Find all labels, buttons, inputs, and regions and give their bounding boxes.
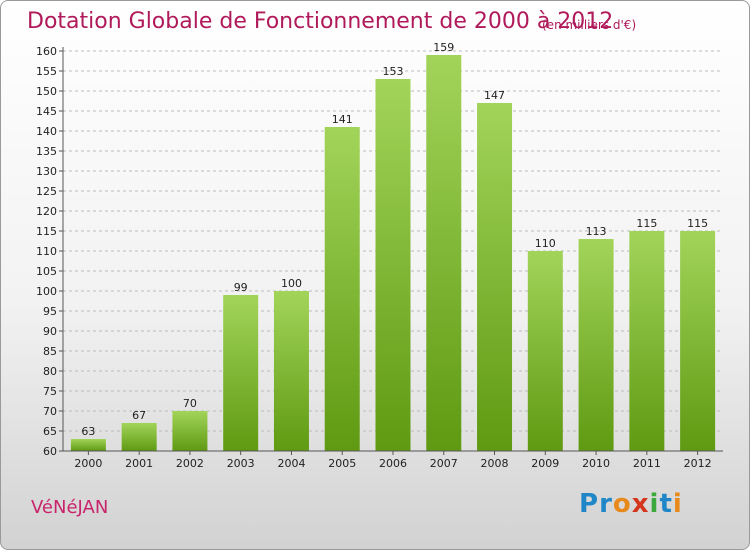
y-axis-ticks: 60 65 70 75 80 85 90 95 100 105 110 115 120 125 130 135…	[36, 45, 63, 458]
data-label-2002: 70	[183, 397, 197, 410]
y-tick-label: 100	[36, 285, 57, 298]
bar-2000	[70, 439, 106, 451]
bar-2007	[426, 55, 462, 451]
y-tick-label: 75	[43, 385, 57, 398]
bar-2001	[121, 423, 157, 451]
commune-name: VéNéJAN	[31, 497, 109, 518]
x-tick-label: 2006	[379, 457, 407, 470]
x-tick-label: 2011	[633, 457, 661, 470]
x-tick-label: 2009	[531, 457, 559, 470]
x-tick-label: 2004	[277, 457, 305, 470]
y-tick-label: 65	[43, 425, 57, 438]
y-tick-label: 125	[36, 185, 57, 198]
bar-2005	[324, 127, 360, 451]
data-label-2001: 67	[132, 409, 146, 422]
bar-2010	[578, 239, 614, 451]
bar-2011	[629, 231, 665, 451]
x-tick-label: 2008	[481, 457, 509, 470]
y-tick-label: 80	[43, 365, 57, 378]
proxiti-logo: Proxiti	[579, 489, 683, 519]
axes	[62, 47, 723, 452]
y-tick-label: 130	[36, 165, 57, 178]
y-tick-label: 90	[43, 325, 57, 338]
bar-2002	[172, 411, 208, 451]
y-tick-label: 135	[36, 145, 57, 158]
logo-letter: i	[672, 489, 683, 519]
data-label-2006: 153	[383, 65, 404, 78]
logo-letter: i	[649, 489, 660, 519]
bar-2008	[477, 103, 513, 451]
x-tick-label: 2003	[227, 457, 255, 470]
logo-letter: o	[612, 489, 632, 519]
data-label-2008: 147	[484, 89, 505, 102]
x-axis-ticks: 2000 2001 2002 2003 2004 2005 2006 2007 2008 2009…	[74, 451, 712, 470]
bar-2006	[375, 79, 411, 451]
y-tick-label: 160	[36, 45, 57, 58]
y-tick-label: 115	[36, 225, 57, 238]
logo-letter: x	[631, 489, 650, 519]
bars	[70, 55, 716, 451]
chart-title: Dotation Globale de Fonctionnement de 20…	[27, 9, 614, 34]
unit-label: (en milliers d'€)	[542, 18, 637, 32]
data-label-2004: 100	[281, 277, 302, 290]
y-tick-label: 95	[43, 305, 57, 318]
y-tick-label: 70	[43, 405, 57, 418]
bar-2003	[223, 295, 259, 451]
logo-letter: P	[579, 489, 600, 519]
data-label-2007: 159	[433, 41, 454, 54]
x-tick-label: 2010	[582, 457, 610, 470]
x-tick-label: 2002	[176, 457, 204, 470]
y-tick-label: 105	[36, 265, 57, 278]
x-tick-label: 2012	[684, 457, 712, 470]
y-tick-label: 150	[36, 85, 57, 98]
bar-2012	[680, 231, 716, 451]
data-label-2012: 115	[687, 217, 708, 230]
y-tick-label: 145	[36, 105, 57, 118]
x-tick-label: 2007	[430, 457, 458, 470]
data-label-2005: 141	[332, 113, 353, 126]
data-label-2003: 99	[234, 281, 248, 294]
bar-2009	[527, 251, 563, 451]
logo-letter: t	[659, 489, 673, 519]
y-tick-label: 60	[43, 445, 57, 458]
x-tick-label: 2001	[125, 457, 153, 470]
data-label-2000: 63	[81, 425, 95, 438]
data-label-2011: 115	[636, 217, 657, 230]
data-labels: 63 67 70 99 100 141 153 159 147 110 113 115 115	[81, 41, 708, 438]
data-label-2010: 113	[586, 225, 607, 238]
x-tick-label: 2005	[328, 457, 356, 470]
y-tick-label: 110	[36, 245, 57, 258]
data-label-2009: 110	[535, 237, 556, 250]
y-tick-label: 85	[43, 345, 57, 358]
y-tick-label: 120	[36, 205, 57, 218]
x-tick-label: 2000	[74, 457, 102, 470]
logo-letter: r	[599, 489, 613, 519]
y-tick-label: 140	[36, 125, 57, 138]
y-tick-label: 155	[36, 65, 57, 78]
bar-2004	[273, 291, 309, 451]
